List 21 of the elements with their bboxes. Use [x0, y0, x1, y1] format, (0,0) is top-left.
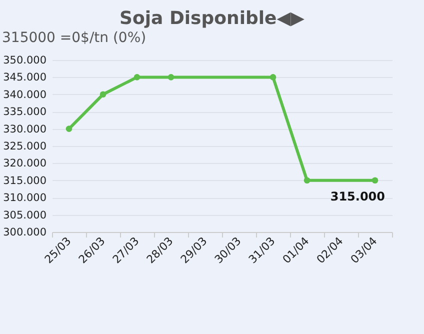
point [168, 74, 174, 80]
point [100, 91, 106, 98]
y-tick-label: 315.000 [3, 174, 46, 187]
chart-title: Soja Disponible◀▶ [118, 7, 306, 30]
y-tick-label: 320.000 [3, 158, 46, 170]
point [66, 126, 72, 132]
y-tick-label: 325.000 [3, 140, 46, 152]
y-tick-label: 310.000 [3, 192, 46, 204]
y-tick-label: 350.000 [3, 54, 46, 66]
point [270, 74, 276, 80]
y-tick-label: 300.000 [3, 226, 46, 238]
chart-subtitle: 315000 =0$/tn (0%) [1, 30, 148, 48]
point [134, 74, 140, 80]
point [372, 177, 378, 184]
y-tick-label: 340.000 [3, 88, 46, 101]
y-tick-label: 335.000 [3, 106, 46, 118]
point [304, 177, 310, 184]
y-tick-label: 330.000 [3, 123, 46, 136]
data-label: 315.000 [330, 189, 385, 204]
y-tick-label: 305.000 [3, 209, 46, 222]
y-tick-label: 345.000 [3, 72, 46, 84]
